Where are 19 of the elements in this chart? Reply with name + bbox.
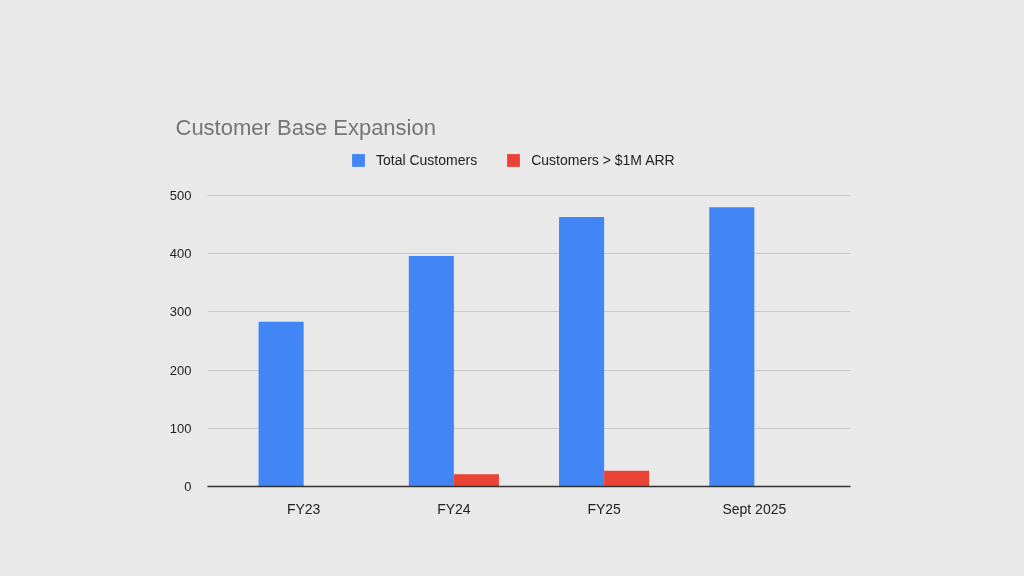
- x-tick-label: FY25: [587, 500, 622, 517]
- x-tick-label: FY23: [286, 500, 321, 517]
- bar: [453, 474, 499, 487]
- chart-title: Customer Base Expansion: [175, 114, 436, 140]
- x-tick-label: Sept 2025: [722, 500, 787, 517]
- bar: [258, 321, 304, 487]
- y-tick-label: 300: [169, 304, 192, 320]
- bar: [408, 256, 454, 487]
- legend-label: Customers > $1M ARR: [531, 152, 675, 168]
- bar: [604, 470, 650, 487]
- bar: [709, 207, 755, 487]
- y-tick-label: 400: [169, 246, 192, 262]
- bar: [559, 217, 605, 487]
- y-tick-label: 200: [169, 362, 192, 378]
- y-tick-label: 100: [169, 420, 192, 436]
- y-tick-label: 500: [169, 188, 192, 203]
- x-tick-label: FY24: [437, 500, 471, 517]
- y-tick-label: 0: [184, 479, 192, 494]
- legend-label: Total Customers: [376, 152, 478, 168]
